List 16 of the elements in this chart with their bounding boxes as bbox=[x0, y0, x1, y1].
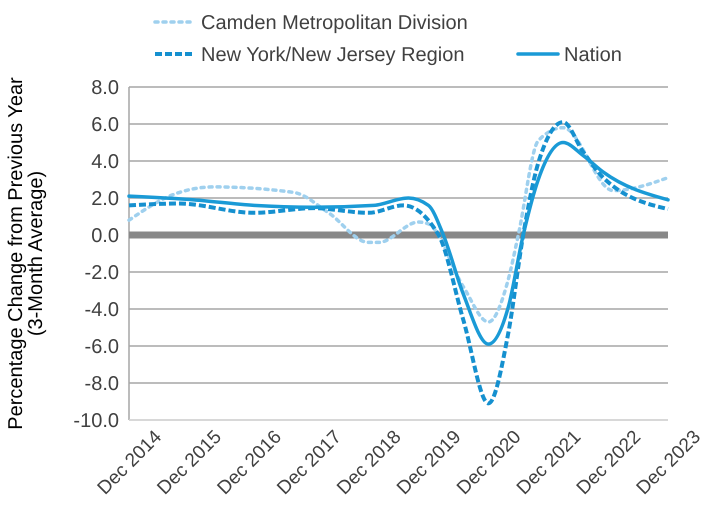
y-tick-label: 0.0 bbox=[91, 225, 119, 247]
legend-label: Nation bbox=[564, 44, 622, 66]
y-tick-label: -8.0 bbox=[84, 373, 119, 395]
legend-label: New York/New Jersey Region bbox=[201, 44, 464, 66]
line-series bbox=[127, 126, 670, 324]
y-tick-label: 6.0 bbox=[91, 114, 119, 136]
line-series bbox=[127, 120, 670, 406]
y-axis-title: Percentage Change from Previous Year (3-Month Average) bbox=[5, 76, 47, 430]
y-tick-label: -4.0 bbox=[84, 299, 119, 321]
y-tick-label: -6.0 bbox=[84, 336, 119, 358]
legend-label: Camden Metropolitan Division bbox=[201, 12, 468, 34]
y-tick-label: 4.0 bbox=[91, 151, 119, 173]
y-tick-label: 2.0 bbox=[91, 188, 119, 210]
y-tick-label: 8.0 bbox=[91, 77, 119, 99]
y-tick-label: -2.0 bbox=[84, 262, 119, 284]
y-tick-label: -10.0 bbox=[73, 410, 119, 432]
